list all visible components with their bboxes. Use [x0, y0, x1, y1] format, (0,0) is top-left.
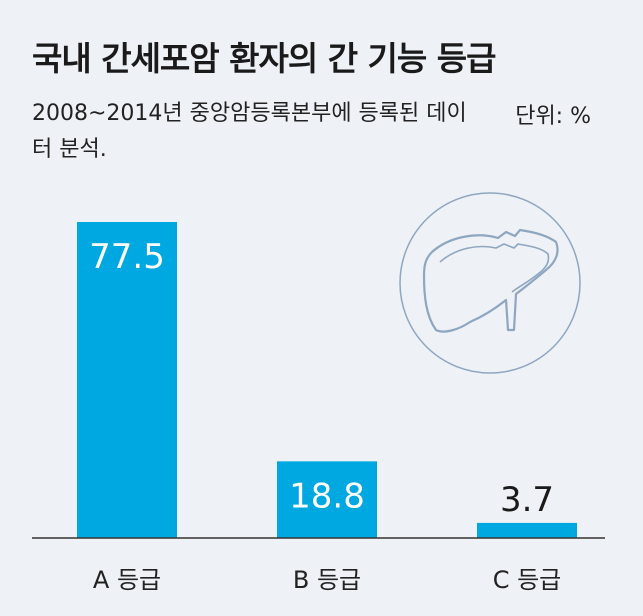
unit-label: 단위: %: [515, 104, 591, 129]
chart-title: 국내 간세포암 환자의 간 기능 등급: [32, 39, 496, 78]
value-label-3: 3.7: [500, 480, 554, 520]
liver-icon-inner: [439, 243, 550, 293]
liver-icon-shape: [422, 228, 559, 333]
bar-2: [277, 461, 377, 538]
chart-subtitle: 2008~2014년 중앙암등록본부에 등록된 데이터 분석.: [32, 101, 467, 162]
liver-icon: [399, 192, 581, 374]
category-label-1: A 등급: [93, 566, 161, 594]
category-label-2: B 등급: [293, 566, 361, 594]
bar-1: [77, 222, 177, 538]
bar-3: [477, 522, 577, 538]
value-label-1: 77.5: [89, 237, 165, 277]
category-label-3: C 등급: [493, 566, 562, 594]
value-label-2: 18.8: [289, 476, 365, 516]
liver-icon-circle: [399, 192, 581, 374]
